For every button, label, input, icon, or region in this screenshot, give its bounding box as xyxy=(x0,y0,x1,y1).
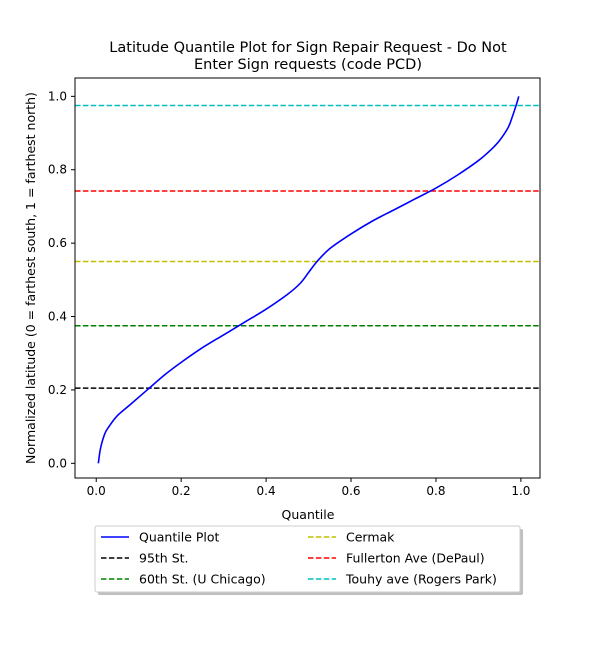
series-line-0 xyxy=(97,96,520,464)
legend-label-3: Cermak xyxy=(346,530,395,545)
chart-title-line2: Enter Sign requests (code PCD) xyxy=(194,57,422,73)
y-tick-label: 0.6 xyxy=(48,236,67,250)
legend-label-2: 60th St. (U Chicago) xyxy=(139,572,266,587)
x-tick-label: 0.4 xyxy=(257,484,276,498)
legend-label-1: 95th St. xyxy=(139,551,189,566)
y-tick-label: 0.2 xyxy=(48,383,67,397)
x-tick-label: 1.0 xyxy=(511,484,530,498)
x-axis-ticks: 0.0 0.2 0.4 0.6 0.8 1.0 xyxy=(87,478,530,498)
reference-lines xyxy=(75,104,540,389)
x-tick-label: 0.2 xyxy=(172,484,191,498)
legend-box xyxy=(94,525,521,593)
y-tick-label: 0.8 xyxy=(48,163,67,177)
series-layer xyxy=(97,96,520,464)
y-tick-label: 0.4 xyxy=(48,310,67,324)
x-tick-label: 0.8 xyxy=(426,484,445,498)
plot-frame xyxy=(74,77,541,479)
x-tick-label: 0.0 xyxy=(87,484,106,498)
y-tick-label: 0.0 xyxy=(48,456,67,470)
legend-label-5: Touhy ave (Rogers Park) xyxy=(345,572,497,587)
chart-title-line1: Latitude Quantile Plot for Sign Repair R… xyxy=(109,40,507,56)
y-axis-label: Normalized latitude (0 = farthest south,… xyxy=(23,92,38,464)
legend-label-0: Quantile Plot xyxy=(139,530,220,545)
y-axis-ticks: 0.0 0.2 0.4 0.6 0.8 1.0 xyxy=(48,89,75,470)
legend-label-4: Fullerton Ave (DePaul) xyxy=(346,551,485,566)
x-tick-label: 0.6 xyxy=(341,484,360,498)
y-tick-label: 1.0 xyxy=(48,89,67,103)
x-axis-label: Quantile xyxy=(282,507,335,522)
legend-entries: Quantile Plot 95th St. 60th St. (U Chicago… xyxy=(101,530,497,587)
legend: Quantile Plot 95th St. 60th St. (U Chicago… xyxy=(94,525,523,595)
